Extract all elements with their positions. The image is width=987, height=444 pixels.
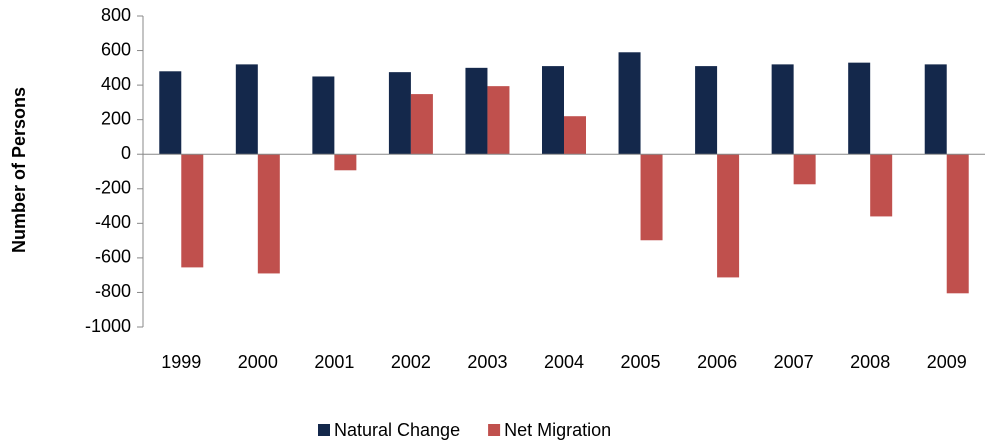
bar: [312, 76, 335, 155]
bar: [924, 64, 947, 155]
y-axis-label: Number of Persons: [9, 87, 29, 253]
bar: [870, 154, 893, 217]
y-tick-label: 0: [121, 143, 131, 163]
x-tick-label: 1999: [161, 352, 201, 372]
x-tick-label: 2009: [927, 352, 967, 372]
y-tick-label: 200: [101, 108, 131, 128]
bar: [542, 66, 564, 155]
y-tick-label: -800: [95, 281, 131, 301]
bar: [257, 154, 280, 274]
bar: [388, 72, 411, 155]
legend-swatch: [488, 424, 501, 436]
x-tick-label: 2005: [621, 352, 661, 372]
bar: [487, 86, 510, 155]
y-tick-label: -1000: [85, 316, 131, 336]
y-tick-label: 800: [101, 5, 131, 25]
x-tick-label: 2008: [850, 352, 890, 372]
y-tick-label: 400: [101, 74, 131, 94]
y-tick-label: -200: [95, 178, 131, 198]
bar: [564, 116, 586, 155]
bar: [695, 66, 718, 155]
bar: [618, 52, 641, 155]
bar: [946, 154, 969, 294]
x-tick-label: 2006: [697, 352, 737, 372]
y-tick-label: 600: [101, 39, 131, 59]
bar: [848, 62, 871, 155]
y-tick-label: -600: [95, 247, 131, 267]
bar: [334, 154, 357, 171]
x-tick-label: 2004: [544, 352, 584, 372]
x-tick-label: 2007: [774, 352, 814, 372]
legend-label: Natural Change: [334, 420, 460, 440]
bar: [181, 154, 204, 268]
bar: [717, 154, 740, 278]
bar: [159, 71, 182, 155]
bar: [771, 64, 794, 155]
x-tick-label: 2000: [238, 352, 278, 372]
legend-swatch: [318, 424, 330, 436]
bar: [793, 154, 816, 185]
bar: [465, 67, 488, 155]
bar: [410, 94, 433, 155]
y-tick-label: -400: [95, 212, 131, 232]
legend-label: Net Migration: [504, 420, 611, 440]
bar: [640, 154, 663, 241]
bar: [235, 64, 258, 155]
x-tick-label: 2003: [467, 352, 507, 372]
x-tick-label: 2002: [391, 352, 431, 372]
x-tick-label: 2001: [314, 352, 354, 372]
